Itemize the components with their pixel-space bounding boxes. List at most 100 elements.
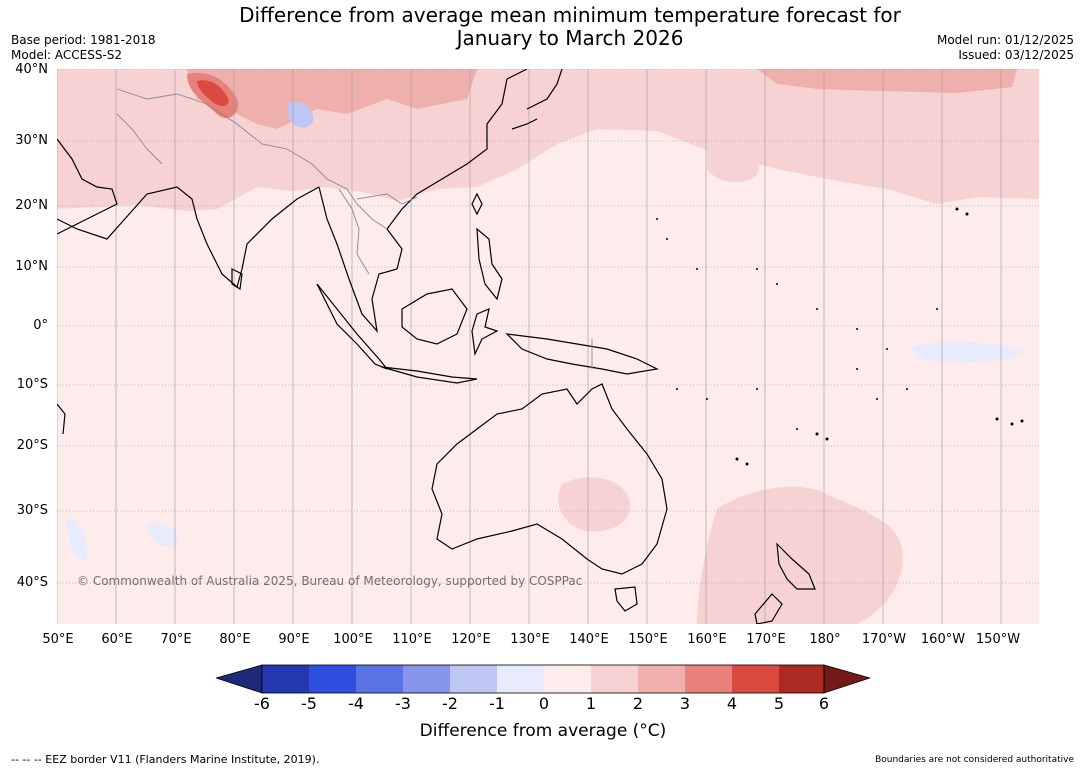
lon-label-60e: 60°E bbox=[101, 632, 133, 647]
meridians bbox=[57, 69, 1002, 624]
lon-label-120e: 120°E bbox=[451, 632, 491, 647]
lon-label-170w: 170°W bbox=[861, 632, 907, 647]
lon-label-50e: 50°E bbox=[42, 632, 74, 647]
meta-right: Model run: 01/12/2025 Issued: 03/12/2025 bbox=[937, 33, 1074, 63]
map-area[interactable]: © Commonwealth of Australia 2025, Bureau… bbox=[57, 69, 1039, 624]
coast-india bbox=[57, 186, 320, 289]
colorbar-tick-1: 1 bbox=[585, 694, 597, 713]
border-pakistan bbox=[116, 113, 163, 165]
lon-label-180: 180° bbox=[809, 632, 841, 647]
colorbar-cell-4-5 bbox=[732, 665, 779, 693]
copyright-notice: © Commonwealth of Australia 2025, Bureau… bbox=[77, 574, 583, 588]
colorbar-cell-1-2 bbox=[591, 665, 638, 693]
lon-label-90e: 90°E bbox=[278, 632, 310, 647]
colorbar-tick-m1: -1 bbox=[489, 694, 505, 713]
lon-label-140e: 140°E bbox=[569, 632, 609, 647]
colorbar-label: Difference from average (°C) bbox=[419, 721, 667, 741]
border-central-asia bbox=[116, 88, 388, 230]
coastlines bbox=[57, 69, 816, 624]
lat-label-40n: 40°N bbox=[15, 62, 48, 77]
colorbar-cell-3-4 bbox=[685, 665, 732, 693]
lat-label-20s: 20°S bbox=[16, 438, 48, 453]
lat-label-10n: 10°N bbox=[15, 259, 48, 274]
coast-philippines bbox=[476, 227, 503, 301]
lon-label-150e: 150°E bbox=[628, 632, 668, 647]
colorbar-cell-m4-m3 bbox=[356, 665, 403, 693]
title-line-2: January to March 2026 bbox=[456, 26, 684, 50]
eez-legend: -- -- -- EEZ border V11 (Flanders Marine… bbox=[11, 753, 320, 766]
lat-label-30s: 30°S bbox=[16, 503, 48, 518]
coast-new-zealand bbox=[754, 542, 816, 624]
coast-sri-lanka bbox=[231, 268, 243, 291]
coast-indochina bbox=[318, 69, 528, 333]
lat-label-20n: 20°N bbox=[15, 198, 48, 213]
colorbar-cell-m1-0 bbox=[497, 665, 544, 693]
colorbar-outline bbox=[261, 664, 825, 694]
lon-label-80e: 80°E bbox=[219, 632, 251, 647]
colorbar-cell-m6-m5 bbox=[262, 665, 309, 693]
anomaly-region-tibet bbox=[187, 69, 477, 129]
map-title: Difference from average mean minimum tem… bbox=[170, 4, 970, 50]
map-svg[interactable] bbox=[57, 69, 1039, 624]
colorbar-cell-m2-m1 bbox=[450, 665, 497, 693]
colorbar-tick-m6: -6 bbox=[254, 694, 270, 713]
border-myanmar-thailand bbox=[338, 188, 370, 275]
lat-label-30n: 30°N bbox=[15, 133, 48, 148]
colorbar-tick-0: 0 bbox=[538, 694, 550, 713]
coast-taiwan bbox=[471, 192, 483, 216]
colorbar-cell-2-3 bbox=[638, 665, 685, 693]
anomaly-region-central-pacific bbox=[757, 69, 1017, 93]
title-line-1: Difference from average mean minimum tem… bbox=[239, 3, 901, 27]
meta-left: Base period: 1981-2018 Model: ACCESS-S2 bbox=[11, 33, 156, 63]
coast-arabia bbox=[57, 138, 118, 235]
lon-label-70e: 70°E bbox=[160, 632, 192, 647]
colorbar-cell-above-max bbox=[823, 664, 870, 694]
colorbar-tick-5: 5 bbox=[773, 694, 785, 713]
anomaly-negative-indian-ocean bbox=[147, 522, 178, 547]
colorbar-cell-0-1 bbox=[544, 665, 591, 693]
pacific-islands bbox=[656, 207, 1024, 466]
colorbar-tick-m4: -4 bbox=[348, 694, 364, 713]
border-china-se bbox=[356, 193, 418, 205]
lon-label-100e: 100°E bbox=[333, 632, 373, 647]
anomaly-region-tasman bbox=[697, 486, 903, 624]
coast-madagascar-tip bbox=[57, 403, 66, 435]
coast-sulawesi bbox=[471, 308, 499, 357]
lon-label-110e: 110°E bbox=[392, 632, 432, 647]
lon-label-130e: 130°E bbox=[510, 632, 550, 647]
lat-label-0: 0° bbox=[33, 318, 48, 333]
coast-java bbox=[381, 366, 478, 384]
lon-label-150w: 150°W bbox=[975, 632, 1021, 647]
coast-japan bbox=[511, 69, 563, 130]
coast-tasmania bbox=[614, 586, 638, 612]
lon-label-170e: 170°E bbox=[746, 632, 786, 647]
colorbar-tick-3: 3 bbox=[679, 694, 691, 713]
colorbar-tick-4: 4 bbox=[726, 694, 738, 713]
coast-australia bbox=[431, 383, 668, 575]
lon-label-160e: 160°E bbox=[687, 632, 727, 647]
lat-label-40s: 40°S bbox=[16, 575, 48, 590]
lon-label-160w: 160°W bbox=[920, 632, 966, 647]
colorbar-tick-m5: -5 bbox=[301, 694, 317, 713]
colorbar-tick-2: 2 bbox=[632, 694, 644, 713]
colorbar-tick-6: 6 bbox=[818, 694, 830, 713]
anomaly-negative-tibet bbox=[287, 101, 314, 128]
colorbar-tick-m2: -2 bbox=[442, 694, 458, 713]
colorbar-cell-m3-m2 bbox=[403, 665, 450, 693]
anomaly-negative-pacific bbox=[912, 342, 1022, 363]
lat-label-10s: 10°S bbox=[16, 377, 48, 392]
colorbar-tick-m3: -3 bbox=[395, 694, 411, 713]
anomaly-negative-south-west bbox=[67, 518, 88, 560]
base-period: Base period: 1981-2018 bbox=[11, 33, 156, 47]
coast-borneo bbox=[401, 288, 468, 345]
anomaly-hotspot-core bbox=[197, 80, 229, 107]
colorbar-cell-m5-m4 bbox=[309, 665, 356, 693]
anomaly-region-west-pacific-blob bbox=[707, 146, 759, 183]
model-name: Model: ACCESS-S2 bbox=[11, 48, 123, 62]
model-run: Model run: 01/12/2025 bbox=[936, 33, 1074, 47]
colorbar-cell-below-min bbox=[216, 664, 263, 694]
coast-new-guinea bbox=[505, 333, 659, 375]
country-borders bbox=[116, 88, 593, 369]
boundaries-disclaimer: Boundaries are not considered authoritat… bbox=[875, 755, 1074, 765]
anomaly-region-australia bbox=[558, 477, 630, 532]
